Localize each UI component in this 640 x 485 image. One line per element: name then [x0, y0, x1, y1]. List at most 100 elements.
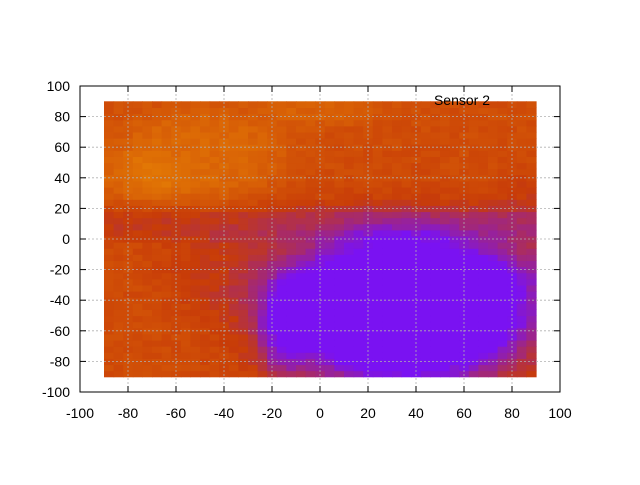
heatmap-cell [113, 199, 124, 206]
heatmap-cell [324, 150, 335, 157]
heatmap-cell [286, 174, 297, 182]
heatmap-cell [248, 107, 259, 115]
heatmap-cell [113, 119, 124, 127]
heatmap-cell [180, 284, 191, 292]
heatmap-cell [382, 297, 393, 304]
heatmap-cell [440, 186, 451, 194]
heatmap-cell [449, 278, 460, 286]
heatmap-cell [257, 266, 268, 274]
heatmap-cell [257, 291, 268, 298]
heatmap-cell [276, 223, 287, 231]
heatmap-cell [468, 303, 479, 310]
heatmap-cell [392, 125, 403, 133]
heatmap-cell [488, 321, 499, 329]
heatmap-cell [142, 364, 153, 372]
heatmap-cell [449, 199, 460, 206]
heatmap-cell [449, 358, 460, 366]
heatmap-cell [305, 131, 316, 139]
heatmap-cell [497, 235, 508, 243]
heatmap-cell [190, 284, 201, 292]
heatmap-cell [305, 309, 316, 317]
heatmap-cell [478, 260, 489, 268]
heatmap-cell [382, 309, 393, 317]
heatmap-cell [478, 162, 489, 170]
heatmap-cell [209, 260, 220, 268]
heatmap-cell [228, 101, 239, 109]
heatmap-cell [516, 229, 527, 237]
heatmap-cell [401, 205, 412, 213]
heatmap-cell [382, 193, 393, 200]
heatmap-cell [104, 248, 115, 255]
heatmap-cell [180, 303, 191, 310]
heatmap-cell [516, 254, 527, 262]
heatmap-cell [440, 150, 451, 157]
heatmap-cell [372, 272, 383, 280]
heatmap-cell [392, 211, 403, 219]
heatmap-cell [142, 358, 153, 366]
heatmap-cell [324, 303, 335, 310]
heatmap-cell [180, 125, 191, 133]
heatmap-cell [219, 138, 230, 145]
heatmap-cell [315, 125, 326, 133]
heatmap-cell [430, 284, 441, 292]
heatmap-cell [382, 260, 393, 268]
heatmap-cell [286, 138, 297, 145]
heatmap-cell [209, 266, 220, 274]
heatmap-cell [430, 199, 441, 206]
heatmap-cell [238, 125, 249, 133]
heatmap-cell [526, 358, 537, 366]
heatmap-cell [142, 339, 153, 347]
heatmap-cell [507, 284, 518, 292]
heatmap-cell [123, 284, 134, 292]
heatmap-cell [497, 162, 508, 170]
heatmap-cell [440, 168, 451, 176]
heatmap-cell [305, 107, 316, 115]
heatmap-cell [516, 101, 527, 109]
heatmap-cell [392, 370, 403, 378]
heatmap-cell [411, 284, 422, 292]
heatmap-cell [372, 211, 383, 219]
heatmap-cell [228, 254, 239, 262]
heatmap-cell [104, 321, 115, 329]
heatmap-cell [286, 186, 297, 194]
heatmap-cell [363, 309, 374, 317]
heatmap-cell [420, 131, 431, 139]
heatmap-cell [353, 352, 364, 359]
heatmap-cell [171, 193, 182, 200]
heatmap-cell [334, 266, 345, 274]
heatmap-cell [372, 150, 383, 157]
heatmap-cell [161, 223, 172, 231]
heatmap-cell [401, 242, 412, 249]
heatmap-cell [296, 199, 307, 206]
heatmap-cell [430, 352, 441, 359]
heatmap-cell [353, 260, 364, 268]
heatmap-cell [190, 205, 201, 213]
x-tick-label: 20 [360, 405, 376, 421]
heatmap-cell [161, 242, 172, 249]
heatmap-cell [228, 291, 239, 298]
heatmap-cell [430, 266, 441, 274]
heatmap-cell [324, 168, 335, 176]
heatmap-cell [315, 242, 326, 249]
heatmap-cell [420, 162, 431, 170]
heatmap-cell [209, 113, 220, 121]
heatmap-cell [440, 107, 451, 115]
heatmap-cell [382, 119, 393, 127]
heatmap-cell [392, 131, 403, 139]
heatmap-cell [296, 278, 307, 286]
heatmap-cell [363, 193, 374, 200]
heatmap-cell [276, 101, 287, 109]
heatmap-cell [392, 303, 403, 310]
heatmap-cell [507, 150, 518, 157]
heatmap-cell [440, 303, 451, 310]
heatmap-cell [401, 248, 412, 255]
heatmap-cell [440, 272, 451, 280]
heatmap-cell [334, 235, 345, 243]
heatmap-cell [516, 150, 527, 157]
heatmap-cell [209, 119, 220, 127]
heatmap-cell [286, 101, 297, 109]
heatmap-cell [363, 101, 374, 109]
heatmap-cell [238, 101, 249, 109]
heatmap-cell [286, 370, 297, 378]
heatmap-cell [334, 358, 345, 366]
